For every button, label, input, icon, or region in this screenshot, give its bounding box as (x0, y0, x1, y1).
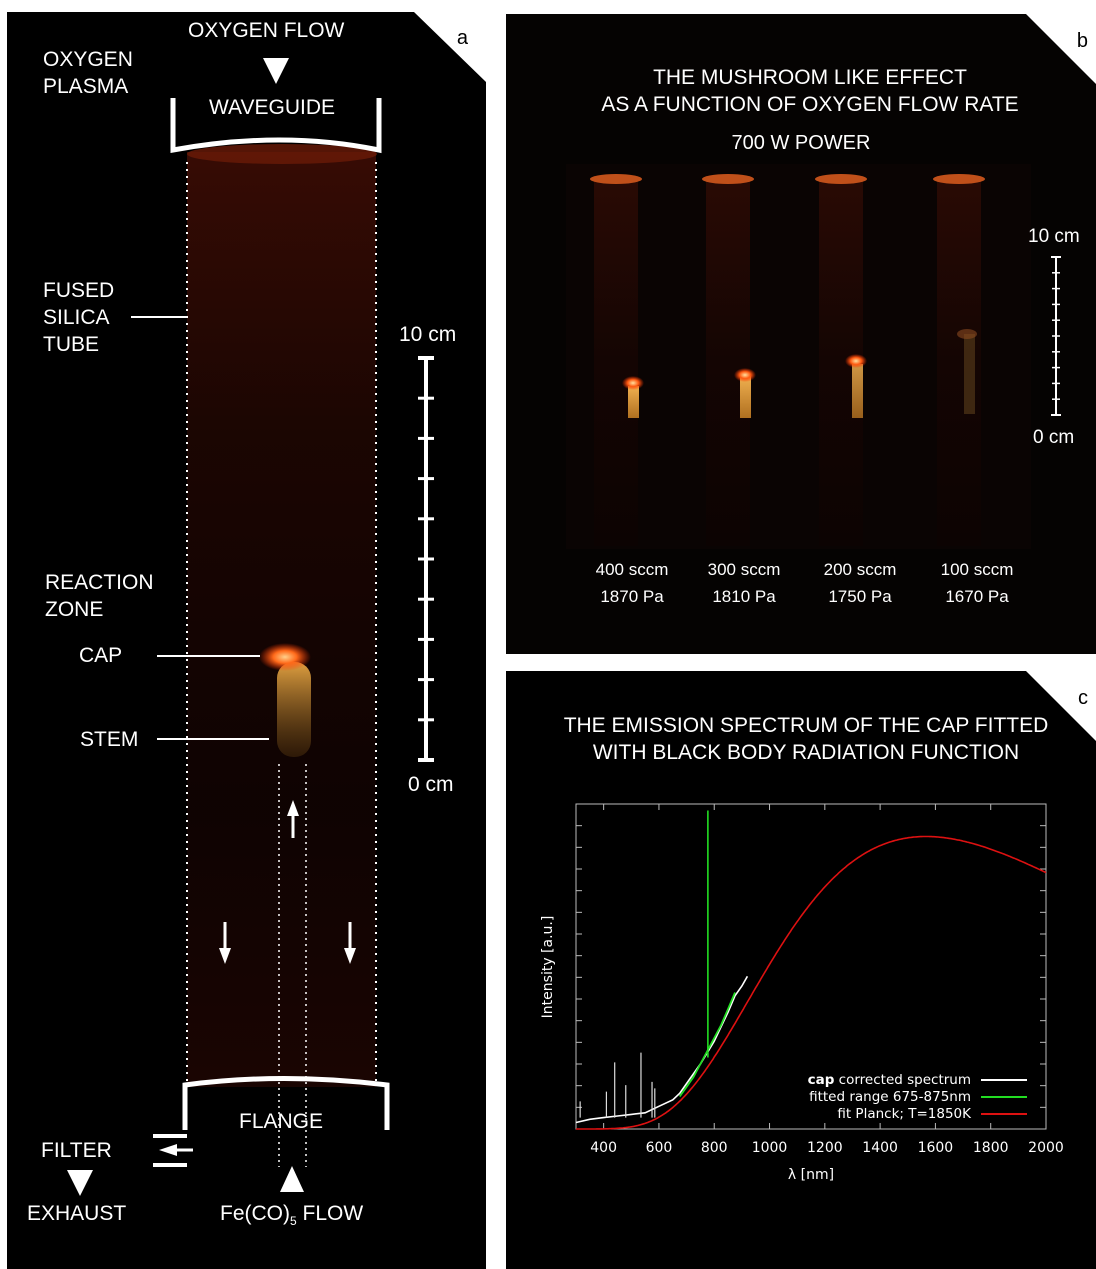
panel-c-letter: c (1078, 687, 1088, 709)
up-arrow-icon (287, 800, 299, 816)
tube-400-sccm (590, 174, 644, 546)
exhaust-label: EXHAUST (27, 1202, 127, 1225)
scale-bottom-label-b: 0 cm (1033, 427, 1075, 448)
tube-flow-label: 300 sccm (707, 560, 781, 579)
cap-flame (259, 643, 311, 671)
tube-pressure-label: 1870 Pa (600, 587, 664, 606)
waveguide-bracket (170, 98, 382, 154)
x-tick-label: 1600 (918, 1140, 954, 1156)
flange-label: FLANGE (239, 1110, 324, 1133)
exhaust-down-arrow-icon (67, 1170, 93, 1196)
oxygen-plasma-label-2: PLASMA (43, 75, 129, 98)
cap-label: CAP (79, 644, 123, 667)
tube-pressure-label: 1670 Pa (945, 587, 1009, 606)
legend-entry-planck: fit Planck; T=1850K (837, 1106, 972, 1122)
cap-spectrum-line (575, 975, 749, 1124)
tube-200-sccm (815, 174, 867, 546)
tube-100-sccm (933, 174, 985, 546)
tube-top-glow (187, 144, 377, 164)
waveguide-label: WAVEGUIDE (209, 96, 336, 119)
x-tick-labels: 400 600 800 1000 1200 1400 1600 1800 2000 (590, 1140, 1064, 1156)
tube-pressure-label: 1750 Pa (828, 587, 892, 606)
x-tick-label: 1400 (862, 1140, 898, 1156)
exhaust-arrow-icon (159, 1144, 177, 1156)
reaction-label: REACTION (45, 571, 154, 594)
panel-b-letter: b (1076, 30, 1088, 52)
feco5-flow-label: Fe(CO)5 FLOW (220, 1202, 364, 1229)
axis-ticks (576, 804, 1047, 1129)
x-axis-label: λ [nm] (788, 1167, 834, 1183)
zone-label: ZONE (45, 598, 104, 621)
feco5-flow-arrow-icon (280, 1166, 304, 1192)
filter-label: FILTER (41, 1139, 112, 1162)
down-arrow-right-icon (344, 948, 356, 964)
tube-pressure-label: 1810 Pa (712, 587, 776, 606)
panel-a-letter: a (456, 27, 468, 49)
panel-a-corner (414, 12, 486, 82)
legend-entry-fitted: fitted range 675-875nm (809, 1089, 971, 1105)
x-tick-label: 1200 (807, 1140, 843, 1156)
x-tick-label: 1800 (973, 1140, 1009, 1156)
flange-bracket (182, 1076, 390, 1130)
oxygen-plasma-label-1: OXYGEN (43, 48, 133, 71)
stem-label: STEM (80, 728, 139, 751)
oxygen-flow-arrow-icon (263, 58, 289, 84)
tube-glow (187, 152, 376, 1087)
plot-area (575, 803, 1047, 1130)
panel-b-title-2: AS A FUNCTION OF OXYGEN FLOW RATE (601, 93, 1019, 116)
scale-top-label-b: 10 cm (1028, 226, 1080, 247)
tube-flow-label: 200 sccm (823, 560, 897, 579)
x-tick-label: 2000 (1028, 1140, 1064, 1156)
x-tick-label: 1000 (752, 1140, 788, 1156)
x-tick-label: 400 (590, 1140, 617, 1156)
fused-label: FUSED (43, 279, 115, 302)
panel-c-title-1: THE EMISSION SPECTRUM OF THE CAP FITTED (563, 714, 1049, 737)
panel-b: b THE MUSHROOM LIKE EFFECT AS A FUNCTION… (506, 14, 1096, 654)
tube-300-sccm (702, 174, 756, 546)
panel-c-corner (1026, 671, 1096, 741)
oxygen-flow-label: OXYGEN FLOW (188, 19, 345, 42)
panel-b-title-1: THE MUSHROOM LIKE EFFECT (653, 66, 967, 89)
scale-top-label-a: 10 cm (399, 323, 457, 346)
panel-a: a OXYGEN FLOW OXYGEN PLASMA WAVEGUIDE FU… (7, 12, 486, 1269)
power-label: 700 W POWER (731, 132, 871, 154)
panel-c: c THE EMISSION SPECTRUM OF THE CAP FITTE… (506, 671, 1096, 1269)
scale-bar-b (1051, 256, 1061, 416)
y-axis-label: Intensity [a.u.] (540, 916, 556, 1019)
planck-fit-line (576, 835, 1047, 1130)
series-layer (575, 810, 1047, 1130)
down-arrow-left-icon (219, 948, 231, 964)
silica-label: SILICA (43, 306, 110, 329)
legend: cap corrected spectrum fitted range 675-… (808, 1072, 1027, 1122)
tube-flow-label: 100 sccm (940, 560, 1014, 579)
x-tick-label: 800 (701, 1140, 728, 1156)
panel-b-corner (1026, 14, 1096, 84)
scale-bottom-label-a: 0 cm (408, 773, 454, 796)
panel-b-photo (566, 164, 1061, 549)
x-tick-label: 600 (646, 1140, 673, 1156)
scale-bar-a (418, 356, 434, 762)
tube-flow-label: 400 sccm (595, 560, 669, 579)
spectrum-chart: 400 600 800 1000 1200 1400 1600 1800 2000 λ [nm]… (540, 803, 1064, 1183)
stem-flame (277, 662, 311, 757)
panel-a-diagram (67, 58, 434, 1196)
panel-c-title-2: WITH BLACK BODY RADIATION FUNCTION (592, 741, 1020, 764)
legend-entry-cap: cap corrected spectrum (808, 1072, 971, 1088)
tube-label: TUBE (43, 333, 100, 356)
